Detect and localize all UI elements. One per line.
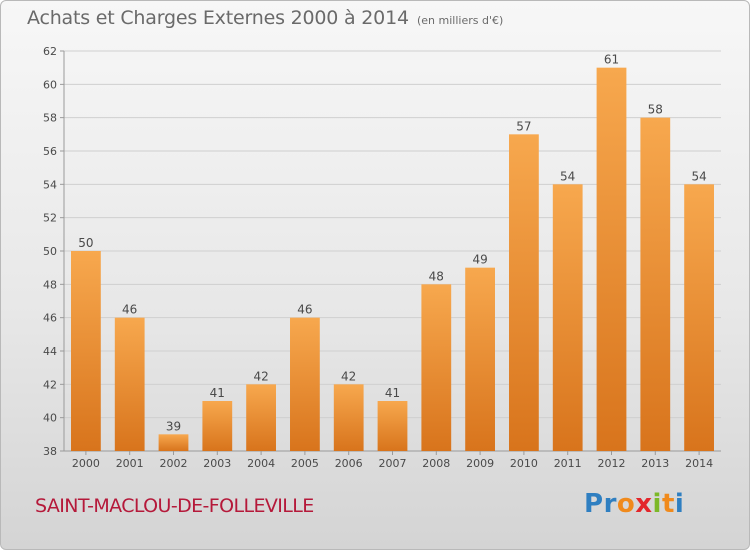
place-name: SAINT-MACLOU-DE-FOLLEVILLE: [35, 495, 314, 517]
x-tick-label-2004: 2004: [247, 457, 275, 470]
x-tick-label-2007: 2007: [379, 457, 407, 470]
logo-letter: i: [652, 489, 662, 519]
y-tick-label: 52: [43, 212, 57, 225]
y-tick-label: 42: [43, 378, 57, 391]
bar-2008[interactable]: [421, 284, 452, 451]
logo-letter: t: [661, 489, 675, 519]
y-tick-label: 58: [43, 112, 57, 125]
x-tick-label-2014: 2014: [685, 457, 713, 470]
data-label-2005: 46: [297, 303, 312, 317]
data-label-2001: 46: [122, 303, 137, 317]
logo-letter: x: [635, 489, 653, 519]
data-label-2012: 61: [604, 53, 619, 67]
bar-2011[interactable]: [552, 184, 583, 452]
chart-title: Achats et Charges Externes 2000 à 2014: [27, 7, 409, 29]
x-tick-label-2012: 2012: [598, 457, 626, 470]
x-tick-label-2011: 2011: [554, 457, 582, 470]
bar-2005[interactable]: [290, 317, 320, 451]
data-label-2000: 50: [78, 236, 93, 250]
data-label-2010: 57: [516, 119, 531, 133]
logo-letter: P: [584, 489, 604, 519]
x-tick-label-2000: 2000: [72, 457, 100, 470]
data-label-2011: 54: [560, 169, 575, 183]
data-label-2008: 48: [429, 269, 444, 283]
bar-2014[interactable]: [684, 184, 714, 452]
data-label-2007: 41: [385, 386, 400, 400]
bar-2013[interactable]: [640, 117, 671, 452]
y-tick-label: 50: [43, 245, 57, 258]
y-tick-label: 54: [43, 178, 57, 191]
logo-letter: i: [674, 489, 685, 519]
bar-2006[interactable]: [333, 384, 364, 451]
y-tick-label: 48: [43, 278, 57, 291]
bar-2001[interactable]: [114, 317, 145, 451]
x-tick-label-2006: 2006: [335, 457, 363, 470]
x-tick-label-2002: 2002: [160, 457, 188, 470]
x-tick-label-2009: 2009: [466, 457, 494, 470]
bar-2000[interactable]: [71, 251, 101, 451]
bar-2002[interactable]: [158, 434, 189, 451]
y-tick-label: 46: [43, 312, 57, 325]
labels: 38 40 42 44 46 48 50 52 54 56 58 60 62 50 2000 46 2001 39…: [43, 45, 713, 470]
data-label-2002: 39: [166, 419, 181, 433]
x-tick-label-2005: 2005: [291, 457, 319, 470]
x-tick-label-2010: 2010: [510, 457, 538, 470]
data-label-2003: 41: [210, 386, 225, 400]
data-label-2006: 42: [341, 369, 356, 383]
x-tick-label-2003: 2003: [203, 457, 231, 470]
y-tick-label: 38: [43, 445, 57, 458]
data-label-2004: 42: [253, 369, 268, 383]
bar-2004[interactable]: [246, 384, 276, 451]
y-tick-label: 56: [43, 145, 57, 158]
bar-2010[interactable]: [509, 134, 539, 452]
logo-letter: o: [616, 489, 636, 519]
data-label-2009: 49: [472, 253, 487, 267]
bar-2007[interactable]: [377, 401, 408, 451]
y-tick-label: 60: [43, 78, 57, 91]
x-tick-label-2008: 2008: [422, 457, 450, 470]
x-tick-label-2001: 2001: [116, 457, 144, 470]
y-tick-label: 62: [43, 45, 57, 58]
bar-2003[interactable]: [202, 401, 233, 451]
data-label-2013: 58: [648, 103, 663, 117]
bar-2009[interactable]: [465, 267, 495, 451]
bar-2012[interactable]: [596, 67, 627, 452]
y-tick-label: 44: [43, 345, 57, 358]
chart-unit: (en milliers d'€): [417, 14, 504, 27]
proxiti-logo[interactable]: Proxiti: [584, 489, 684, 519]
logo-letter: r: [603, 489, 617, 519]
x-tick-label-2013: 2013: [641, 457, 669, 470]
data-label-2014: 54: [691, 169, 706, 183]
y-tick-label: 40: [43, 412, 57, 425]
bars: [71, 67, 714, 452]
